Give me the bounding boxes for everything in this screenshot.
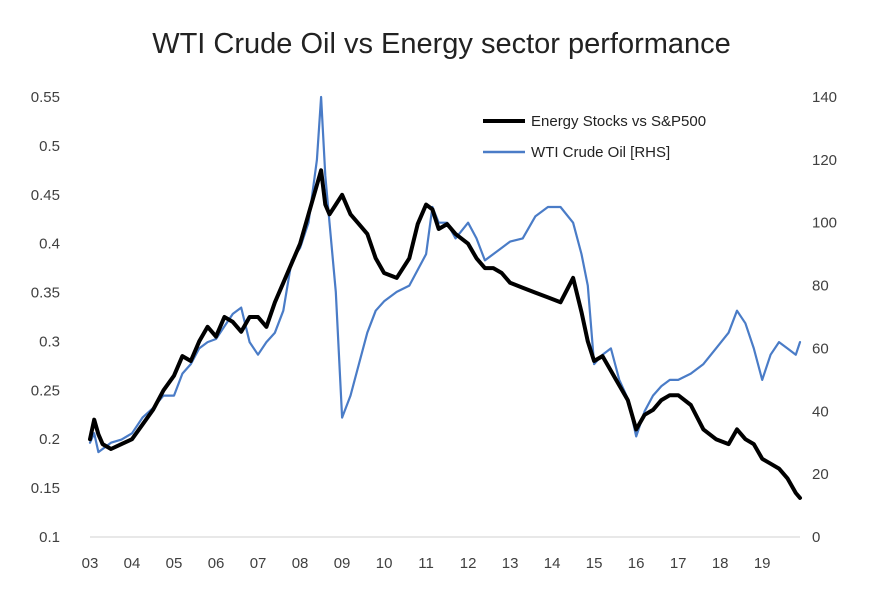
left-y-tick-label-0-1: 0.1: [39, 529, 60, 546]
right-y-tick-label-80: 80: [812, 278, 829, 295]
x-tick-label-10: 10: [376, 555, 393, 572]
right-y-tick-label-60: 60: [812, 340, 829, 357]
right-y-tick-label-100: 100: [812, 215, 837, 232]
left-y-tick-label-0-35: 0.35: [31, 285, 60, 302]
left-y-tick-labels: 0.1 0.15 0.2 0.25 0.3 0.35 0.4 0.45 0.5 0.55: [31, 89, 60, 546]
x-tick-label-14: 14: [544, 555, 561, 572]
x-tick-label-09: 09: [334, 555, 351, 572]
x-tick-label-07: 07: [250, 555, 267, 572]
left-y-tick-label-0-3: 0.3: [39, 333, 60, 350]
right-y-tick-label-20: 20: [812, 466, 829, 483]
x-tick-label-18: 18: [712, 555, 729, 572]
chart-legend: Energy Stocks vs S&P500 WTI Crude Oil [R…: [483, 113, 706, 161]
x-tick-label-04: 04: [124, 555, 141, 572]
series-line-wti-crude-oil: [88, 95, 802, 454]
left-y-tick-label-0-55: 0.55: [31, 89, 60, 106]
right-y-tick-label-0: 0: [812, 529, 820, 546]
left-y-tick-label-0-4: 0.4: [39, 236, 60, 253]
x-tick-label-08: 08: [292, 555, 309, 572]
left-y-tick-label-0-15: 0.15: [31, 480, 60, 497]
right-y-tick-label-140: 140: [812, 89, 837, 106]
x-tick-label-11: 11: [418, 555, 434, 572]
x-tick-label-16: 16: [628, 555, 645, 572]
right-y-tick-labels: 0 20 40 60 80 100 120 140: [812, 89, 837, 546]
x-tick-labels: 03 04 05 06 07 08 09 10 11 12 13 14 15 16 17 18 19: [82, 555, 771, 572]
right-y-tick-label-40: 40: [812, 403, 829, 420]
x-tick-label-06: 06: [208, 555, 225, 572]
x-tick-label-12: 12: [460, 555, 477, 572]
chart-title: WTI Crude Oil vs Energy sector performan…: [152, 28, 731, 60]
series-line-energy-stocks: [88, 168, 802, 500]
x-tick-label-17: 17: [670, 555, 687, 572]
x-tick-label-03: 03: [82, 555, 99, 572]
left-y-tick-label-0-5: 0.5: [39, 138, 60, 155]
right-y-tick-label-120: 120: [812, 152, 837, 169]
left-y-tick-label-0-2: 0.2: [39, 431, 60, 448]
x-tick-label-15: 15: [586, 555, 603, 572]
series-layer: [88, 95, 802, 500]
legend-label-wti-crude-oil: WTI Crude Oil [RHS]: [531, 144, 670, 161]
x-tick-label-13: 13: [502, 555, 519, 572]
left-y-tick-label-0-45: 0.45: [31, 187, 60, 204]
x-tick-label-19: 19: [754, 555, 771, 572]
left-y-tick-label-0-25: 0.25: [31, 382, 60, 399]
legend-label-energy-stocks: Energy Stocks vs S&P500: [531, 113, 706, 130]
x-tick-label-05: 05: [166, 555, 183, 572]
